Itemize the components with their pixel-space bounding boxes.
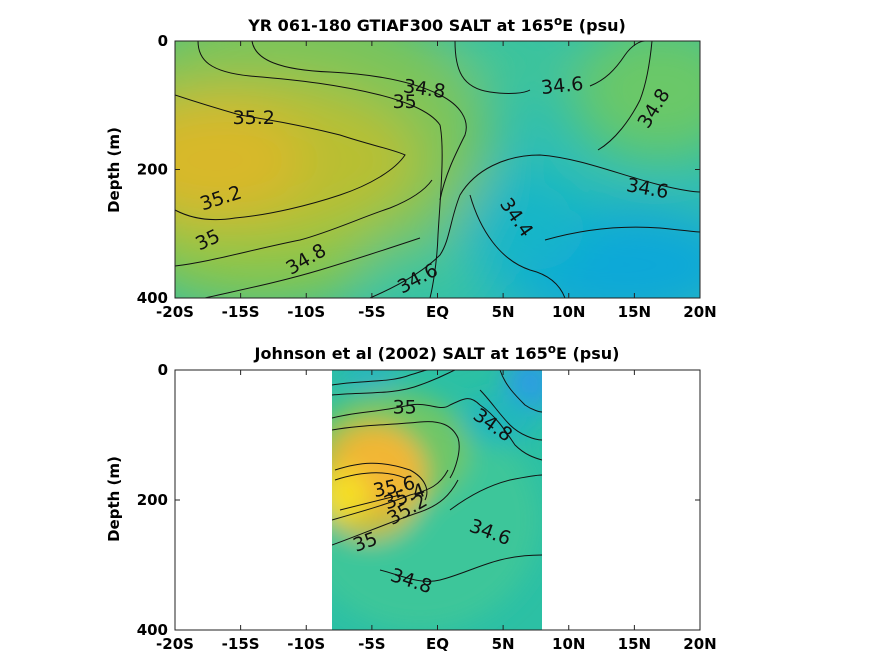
panel-model-x-ticklabel: -10S	[287, 303, 325, 321]
panel-observed-x-ticklabel: EQ	[426, 635, 449, 653]
panel-observed-contours	[332, 370, 542, 582]
panel-model-x-ticklabels: -20S -15S -10S -5S EQ 5N 10N 15N 20N	[156, 303, 717, 321]
panel-model-y-axis-label: Depth (m)	[105, 127, 123, 213]
panel-model-contour-label: 34.6	[540, 73, 584, 99]
panel-model-y-ticklabel: 0	[158, 32, 168, 50]
panel-observed-x-ticklabel: 10N	[552, 635, 585, 653]
panel-observed-y-axis-label: Depth (m)	[105, 456, 123, 542]
panel-model-x-ticklabel: EQ	[426, 303, 449, 321]
panel-model-x-ticklabel: -20S	[156, 303, 194, 321]
panel-observed-x-ticklabel: -20S	[156, 635, 194, 653]
panel-observed-x-ticklabel: 20N	[683, 635, 716, 653]
panel-observed-title: Johnson et al (2002) SALT at 165oE (psu)	[254, 342, 620, 363]
panel-observed-salinity-field: 35 34.835.635.435.235 34.634.8	[332, 370, 542, 630]
panel-model-x-ticklabel: 20N	[683, 303, 716, 321]
panel-observed-x-ticklabel: -10S	[287, 635, 325, 653]
panel-observed-contour-label: 35	[393, 397, 417, 419]
panel-observed: Johnson et al (2002) SALT at 165oE (psu)	[105, 342, 717, 653]
panel-observed-x-ticklabel: 5N	[492, 635, 515, 653]
panel-model-contour-label: 35	[393, 91, 417, 113]
panel-model-y-ticklabels: 0 200 400	[137, 32, 168, 307]
panel-model-contours	[175, 41, 700, 298]
panel-observed-y-ticklabel: 0	[158, 361, 168, 379]
panel-observed-y-ticklabel: 200	[137, 491, 168, 509]
panel-observed-y-ticklabels: 0 200 400	[137, 361, 168, 639]
panel-model-contour-label: 35.2	[233, 107, 275, 129]
panel-observed-x-ticklabel: -5S	[358, 635, 385, 653]
panel-model: YR 061-180 GTIAF300 SALT at 165oE (psu)	[105, 14, 717, 321]
panel-model-title: YR 061-180 GTIAF300 SALT at 165oE (psu)	[247, 14, 626, 35]
panel-observed-ticks	[174, 369, 701, 631]
panel-observed-x-ticklabels: -20S -15S -10S -5S EQ 5N 10N 15N 20N	[156, 635, 717, 653]
panel-model-x-ticklabel: 15N	[618, 303, 651, 321]
panel-model-x-ticklabel: 10N	[552, 303, 585, 321]
panel-observed-x-ticklabel: 15N	[618, 635, 651, 653]
panel-model-x-ticklabel: -15S	[222, 303, 260, 321]
panel-observed-x-ticklabel: -15S	[222, 635, 260, 653]
panel-model-y-ticklabel: 200	[137, 161, 168, 179]
panel-model-x-ticklabel: -5S	[358, 303, 385, 321]
panel-observed-y-ticklabel: 400	[137, 621, 168, 639]
panel-model-y-ticklabel: 400	[137, 289, 168, 307]
panel-model-x-ticklabel: 5N	[492, 303, 515, 321]
panel-model-ticks	[174, 40, 701, 299]
